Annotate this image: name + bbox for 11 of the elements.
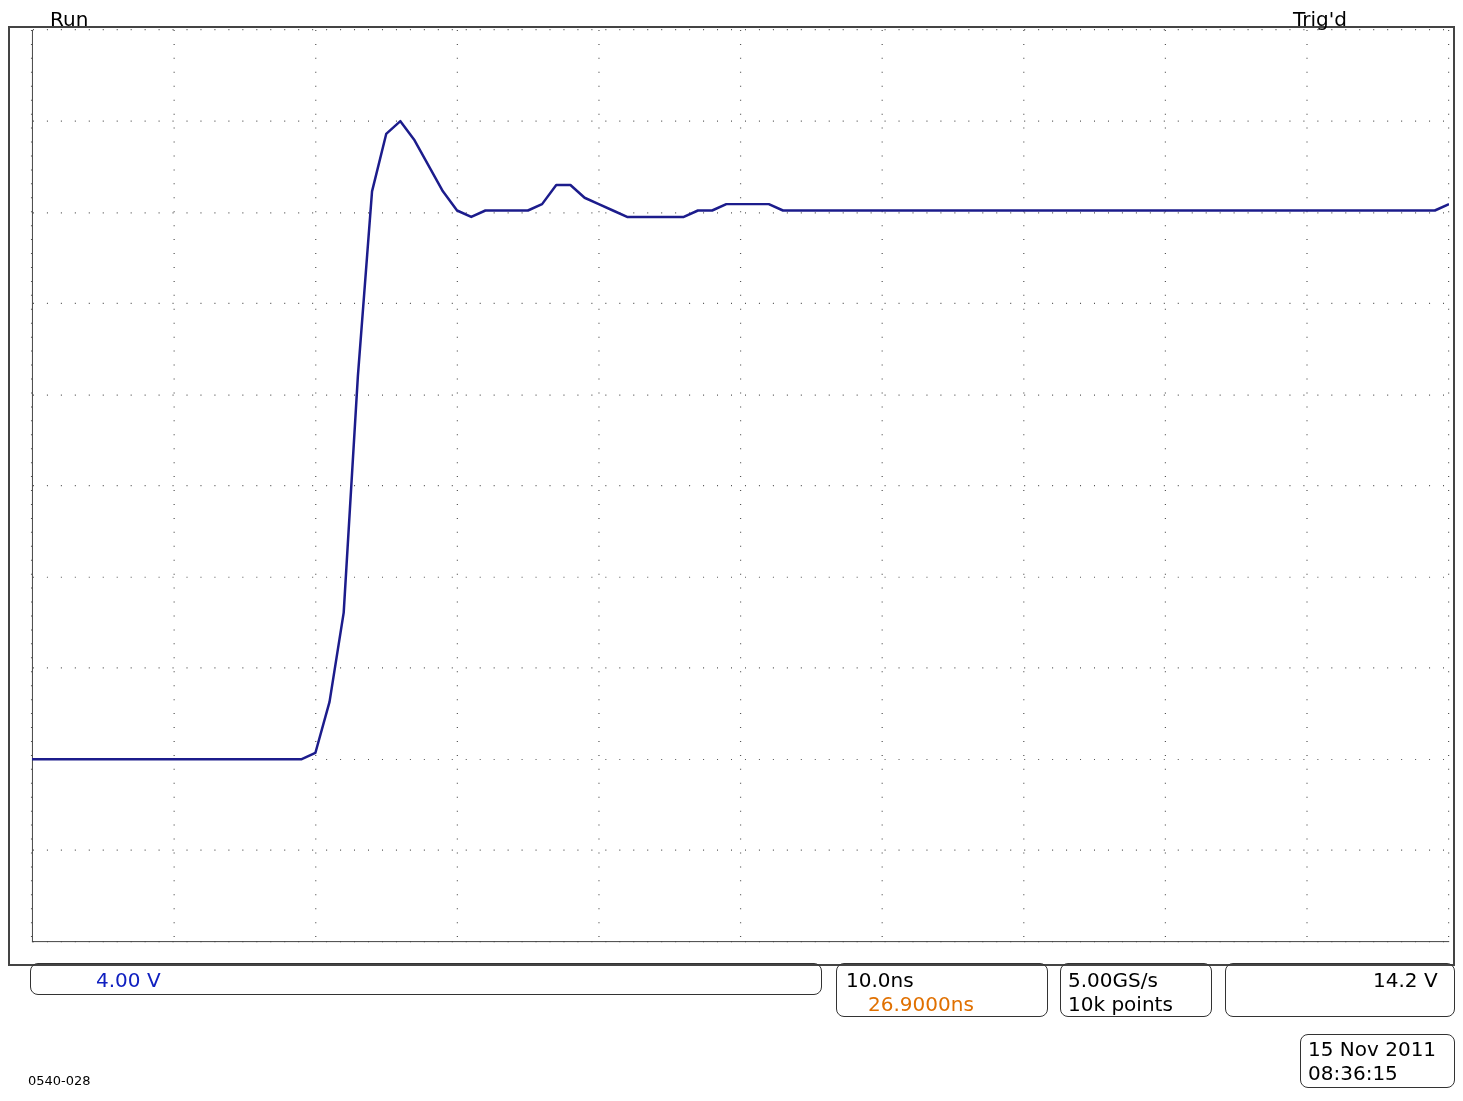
- text: Trig'd: [1293, 7, 1347, 31]
- text: 0540-028: [28, 1072, 91, 1090]
- text: 26.9000ns: [868, 992, 974, 1016]
- text: Run: [50, 7, 89, 31]
- text: 14.2 V: [1373, 968, 1438, 992]
- text: 10.0ns: [846, 968, 914, 992]
- text: 15 Nov 2011: [1308, 1037, 1437, 1061]
- text: 5.00GS/s: [1068, 968, 1158, 992]
- text: 08:36:15: [1308, 1061, 1398, 1085]
- text: 4.00 V: [96, 968, 161, 992]
- text: 10k points: [1068, 992, 1173, 1016]
